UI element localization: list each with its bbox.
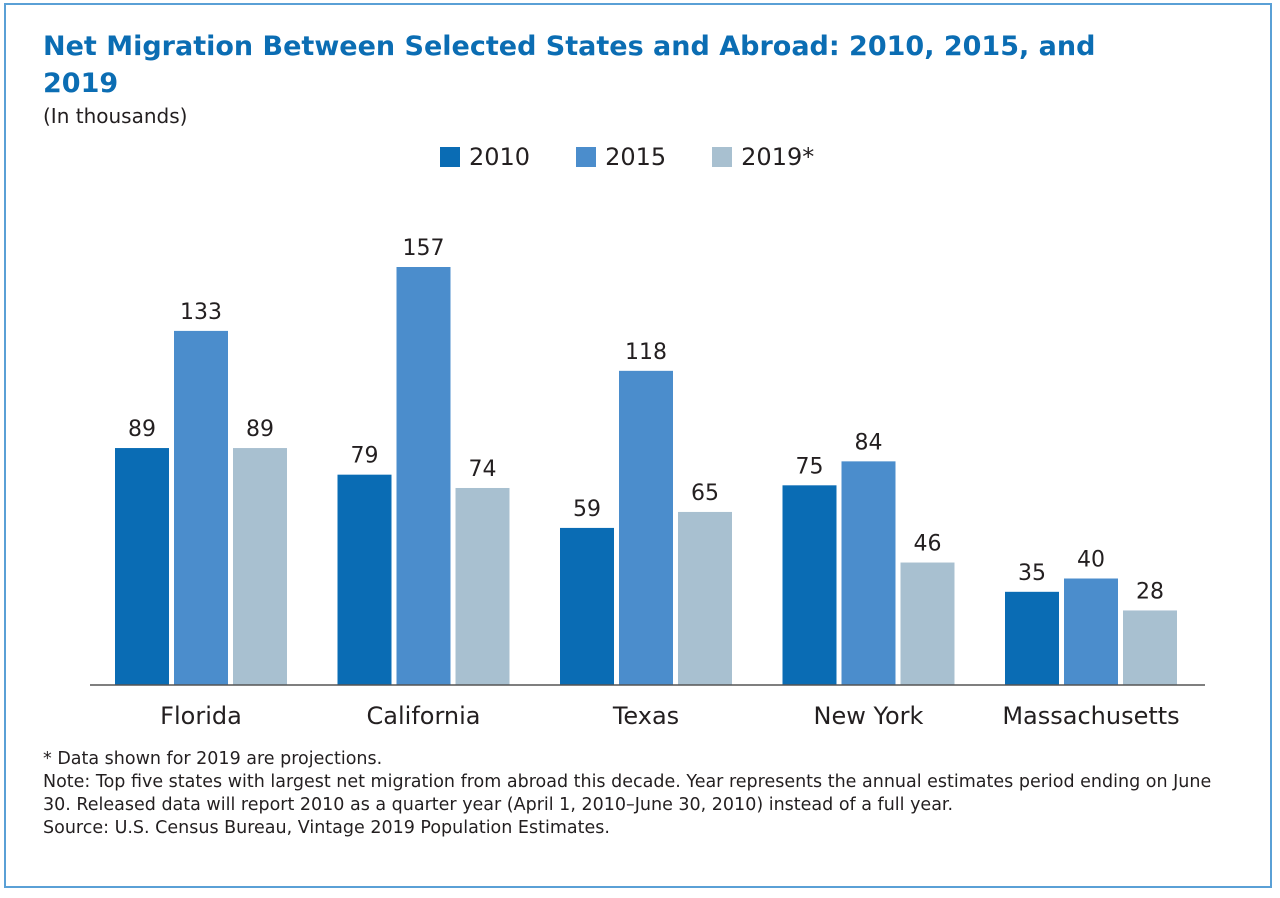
legend-swatch-2010 — [440, 147, 460, 167]
footnote-note: Note: Top five states with largest net m… — [43, 772, 1212, 815]
data-label-florida-2015: 133 — [180, 300, 222, 325]
legend-label-2015: 2015 — [605, 143, 667, 171]
bar-chart: 89 133 89 Florida 79 157 74 California 59 118 65 Te… — [90, 236, 1205, 730]
bar-new-york-2010 — [782, 485, 837, 685]
data-label-florida-2019: 89 — [246, 417, 274, 442]
footnotes: * Data shown for 2019 are projections. N… — [43, 748, 1223, 840]
bar-california-2015 — [396, 267, 451, 685]
legend-label-2019: 2019* — [741, 143, 815, 171]
data-label-massachusetts-2010: 35 — [1018, 561, 1046, 586]
bar-florida-2010 — [115, 448, 169, 685]
data-label-florida-2010: 89 — [128, 417, 156, 442]
data-label-massachusetts-2019: 28 — [1136, 579, 1164, 604]
bar-texas-2019 — [678, 511, 732, 685]
bar-new-york-2019 — [900, 562, 955, 685]
category-label-texas: Texas — [612, 702, 679, 730]
bar-new-york-2015 — [841, 461, 896, 685]
bar-massachusetts-2015 — [1064, 578, 1118, 685]
chart-title: Net Migration Between Selected States an… — [43, 31, 1096, 99]
bar-massachusetts-2010 — [1005, 591, 1059, 685]
data-label-texas-2010: 59 — [573, 497, 601, 522]
data-label-texas-2019: 65 — [691, 481, 719, 506]
legend-item-2010: 2010 — [440, 143, 530, 171]
bar-massachusetts-2019 — [1123, 610, 1177, 685]
bar-texas-2010 — [560, 527, 614, 685]
category-label-massachusetts: Massachusetts — [1002, 702, 1179, 730]
chart-frame — [4, 3, 1272, 888]
legend-label-2010: 2010 — [469, 143, 531, 171]
data-label-california-2015: 157 — [403, 236, 445, 261]
data-label-new-york-2019: 46 — [914, 532, 942, 557]
legend-swatch-2015 — [576, 147, 597, 167]
footnote-source: Source: U.S. Census Bureau, Vintage 2019… — [43, 818, 610, 838]
category-label-new-york: New York — [814, 702, 924, 730]
legend: 2010 2015 2019* — [440, 140, 860, 174]
category-label-florida: Florida — [160, 702, 242, 730]
data-label-california-2010: 79 — [351, 444, 379, 469]
bar-california-2010 — [337, 474, 392, 685]
legend-item-2019: 2019* — [712, 143, 814, 171]
legend-swatch-2019 — [712, 147, 733, 167]
bar-florida-2015 — [174, 330, 228, 685]
chart-subtitle: (In thousands) — [43, 104, 188, 128]
data-label-massachusetts-2015: 40 — [1077, 548, 1105, 573]
data-label-new-york-2015: 84 — [855, 430, 883, 455]
legend-item-2015: 2015 — [576, 143, 666, 171]
data-label-texas-2015: 118 — [625, 340, 667, 365]
bar-florida-2019 — [233, 448, 287, 685]
data-label-california-2019: 74 — [469, 457, 497, 482]
data-label-new-york-2010: 75 — [796, 454, 824, 479]
bar-texas-2015 — [619, 370, 673, 685]
footnote-projection: * Data shown for 2019 are projections. — [43, 749, 383, 769]
bar-california-2019 — [455, 487, 510, 685]
category-label-california: California — [367, 702, 481, 730]
